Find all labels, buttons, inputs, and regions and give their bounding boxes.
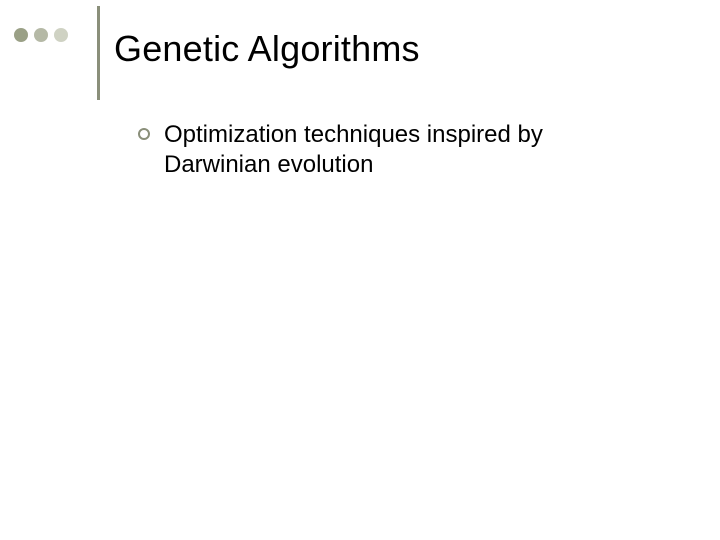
decor-dot-3	[54, 28, 68, 42]
decor-dot-2	[34, 28, 48, 42]
slide-body: Optimization techniques inspired by Darw…	[138, 120, 680, 180]
decor-dot-1	[14, 28, 28, 42]
bullet-item: Optimization techniques inspired by Darw…	[138, 120, 680, 180]
header-dots	[14, 28, 74, 42]
bullet-text: Optimization techniques inspired by Darw…	[164, 120, 644, 180]
vertical-divider	[97, 6, 100, 100]
slide-title: Genetic Algorithms	[114, 28, 420, 70]
bullet-ring-icon	[138, 128, 150, 140]
